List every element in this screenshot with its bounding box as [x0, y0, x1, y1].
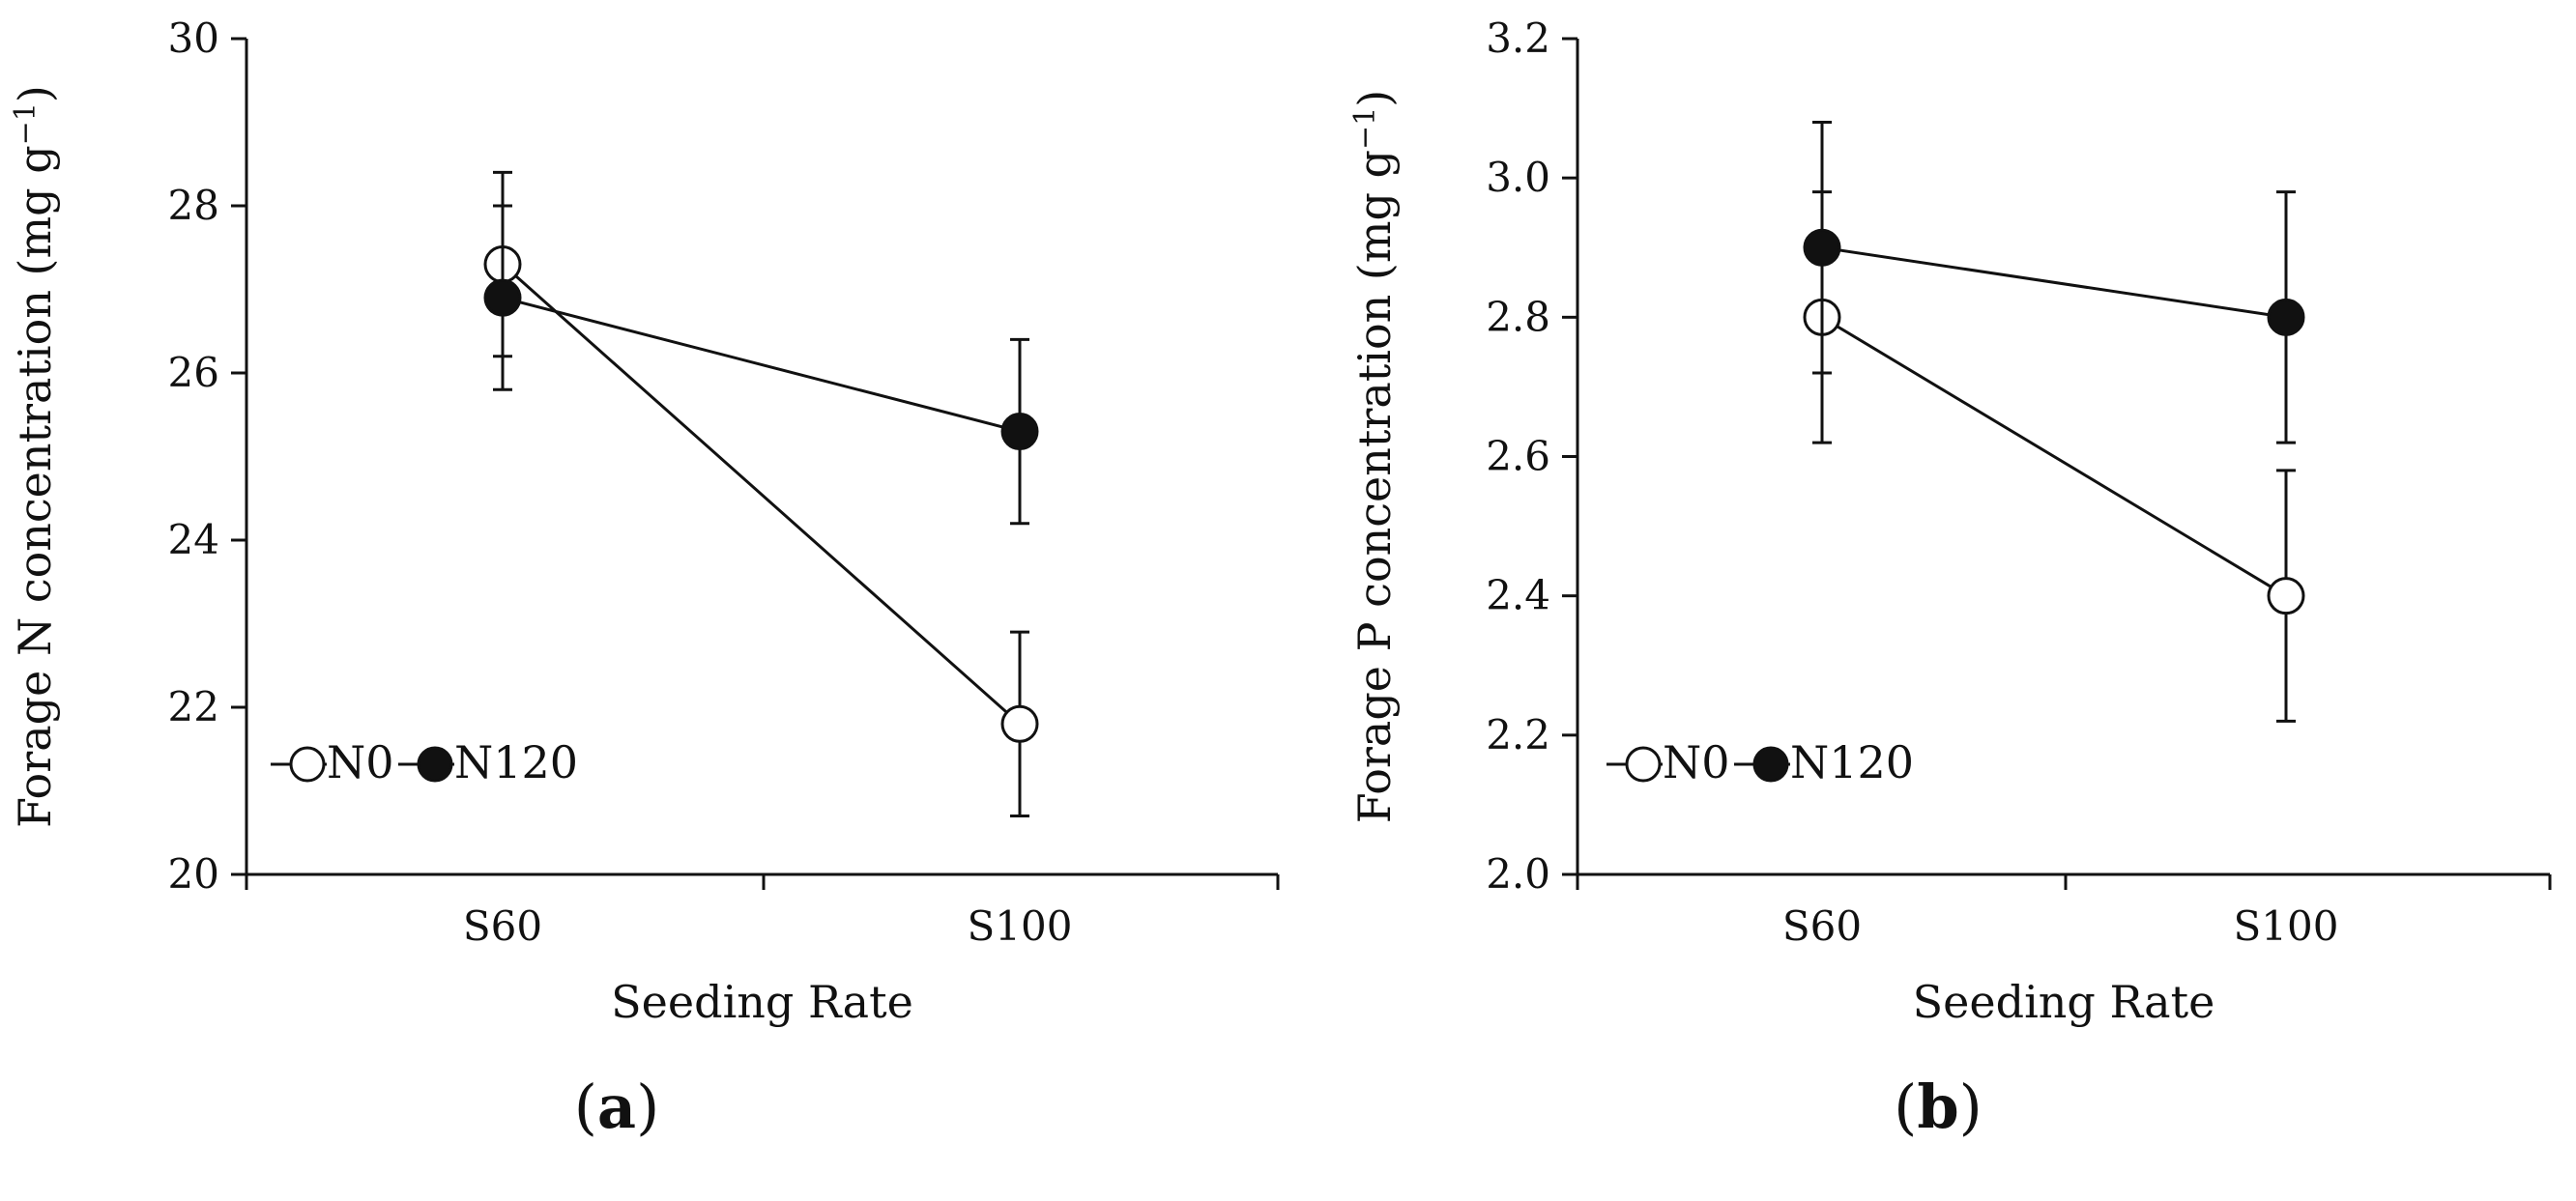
y-axis-title-main: Forage N concentration (mg g	[9, 145, 61, 828]
legend-marker-n120	[417, 746, 453, 783]
data-point-n0	[1000, 704, 1039, 743]
y-tick-label: 28	[168, 182, 219, 229]
y-tick-label: 3.2	[1486, 14, 1550, 62]
x-tick-label: S60	[463, 902, 542, 950]
legend-marker-n0	[289, 746, 326, 783]
data-point-n0	[2267, 577, 2305, 615]
y-tick-label: 24	[168, 516, 219, 563]
y-tick-label: 2.4	[1486, 572, 1550, 619]
x-tick-label: S100	[968, 902, 1073, 950]
x-axis-title: Seeding Rate	[611, 976, 913, 1028]
panel-label: (b)	[1894, 1072, 1983, 1142]
panel-label-close: )	[1959, 1072, 1983, 1142]
x-tick-label: S100	[2234, 902, 2339, 950]
y-axis-title: Forage P concentration (mg g−1)	[1348, 90, 1401, 823]
y-axis-title-close: )	[1348, 90, 1401, 107]
y-tick-label: 26	[168, 349, 219, 396]
legend-marker-n120	[1752, 746, 1789, 783]
y-tick-label: 22	[168, 683, 219, 730]
y-axis-title-superscript: −1	[1348, 107, 1382, 150]
series-line-n120	[1821, 245, 2287, 319]
data-point-n120	[1000, 413, 1039, 451]
x-axis-title: Seeding Rate	[1913, 976, 2215, 1028]
y-tick-label: 2.0	[1486, 850, 1550, 898]
y-axis-title: Forage N concentration (mg g−1)	[9, 85, 61, 828]
panel-label-open: (	[1894, 1072, 1917, 1142]
legend-label-n120: N120	[454, 736, 578, 788]
panel-label-letter: a	[597, 1072, 636, 1142]
legend-marker-n0	[1625, 746, 1662, 783]
chart-panel-b: 2.0 2.2 2.4 2.6 2.8 3.0 3.2 S60 S100 Seeding Rate…	[1348, 14, 2552, 1142]
y-axis-title-close: )	[9, 85, 61, 102]
y-tick-label: 2.6	[1486, 433, 1550, 480]
y-axis-title-superscript: −1	[9, 102, 43, 145]
chart-panel-a: 20 22 24 26 28 30 S60 S100 Seeding Rate Forage N …	[9, 14, 1280, 1142]
y-tick-label: 30	[168, 14, 219, 62]
legend-label-n0: N0	[1663, 736, 1730, 788]
series-line-n0	[1821, 316, 2287, 597]
data-point-n120	[2267, 298, 2305, 336]
panel-label-open: (	[574, 1072, 597, 1142]
y-tick-label: 2.8	[1486, 293, 1550, 340]
series-line-n120	[502, 296, 1021, 434]
y-tick-label: 3.0	[1486, 154, 1550, 201]
data-point-n120	[483, 278, 522, 317]
data-point-n120	[1803, 228, 1841, 267]
panel-label: (a)	[574, 1072, 660, 1142]
x-tick-label: S60	[1782, 902, 1862, 950]
series-line-n0	[502, 263, 1021, 726]
y-axis-title-main: Forage P concentration (mg g	[1348, 150, 1401, 823]
y-tick-label: 2.2	[1486, 711, 1550, 758]
y-tick-label: 20	[168, 850, 219, 898]
panel-label-letter: b	[1917, 1072, 1958, 1142]
panel-label-close: )	[636, 1072, 659, 1142]
legend-label-n120: N120	[1790, 736, 1914, 788]
legend-label-n0: N0	[327, 736, 394, 788]
